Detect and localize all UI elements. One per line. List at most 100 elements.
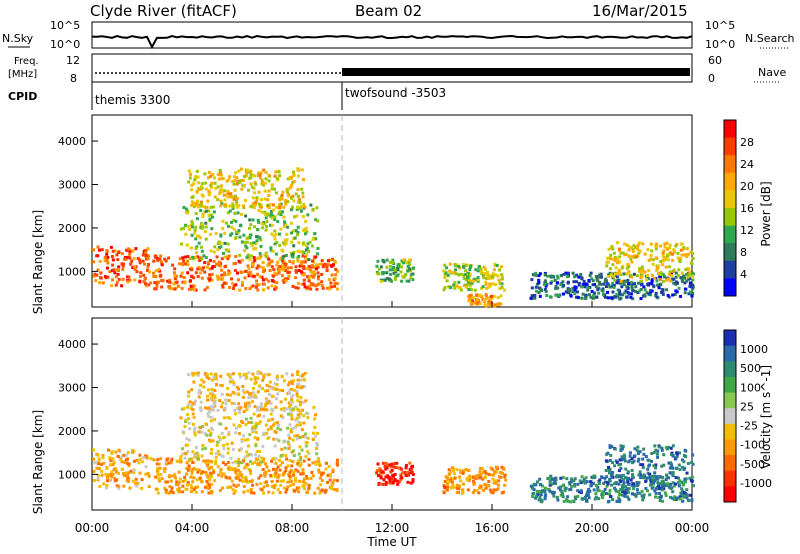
data-cell [196,456,199,460]
data-cell [543,273,547,277]
data-cell [229,393,233,397]
data-cell [334,273,338,277]
data-cell [181,490,185,494]
data-cell [651,258,655,262]
data-cell [655,279,659,283]
data-cell [270,209,273,213]
data-cell [299,374,303,378]
data-cell [231,282,235,286]
data-cell [215,255,219,259]
data-cell [271,491,275,495]
data-cell [486,484,490,488]
data-cell [189,284,193,288]
data-cell [313,425,317,429]
data-cell [265,255,268,259]
data-cell [571,290,575,294]
data-cell [599,282,603,286]
data-cell [559,493,563,497]
data-cell [219,264,223,268]
data-cell [656,477,660,481]
data-cell [189,279,192,283]
data-cell [690,261,694,265]
cpid-mode-twofsound: twofsound -3503 [345,86,446,100]
data-cell [165,458,169,462]
data-cell [177,490,181,494]
data-cell [222,416,226,420]
data-cell [294,276,298,280]
data-cell [690,461,694,464]
data-cell [228,271,232,275]
data-cell [239,270,243,274]
data-cell [378,467,382,471]
data-cell [488,488,492,492]
data-cell [207,438,211,442]
data-cell [220,384,224,388]
data-cell [167,491,171,495]
data-cell [196,373,200,377]
data-cell [260,275,264,279]
data-cell [291,284,295,288]
data-cell [252,241,256,245]
data-cell [461,482,465,486]
data-cell [210,266,214,270]
data-cell [297,420,301,424]
data-cell [660,464,664,468]
data-cell [635,255,639,259]
data-cell [129,262,133,266]
data-cell [248,433,252,437]
data-cell [644,479,648,483]
data-cell [249,242,253,245]
data-cell [450,480,454,484]
data-cell [267,279,271,283]
data-cell [681,499,685,503]
data-cell [443,485,447,489]
data-cell [219,204,223,208]
data-cell [194,237,198,241]
data-cell [488,284,492,288]
data-cell [191,255,195,259]
data-cell [670,277,674,281]
data-cell [650,480,654,484]
data-cell [185,243,189,247]
data-cell [284,202,288,206]
data-cell [217,435,221,439]
data-cell [183,478,187,482]
data-cell [244,287,248,291]
data-cell [259,238,263,242]
data-cell [234,485,238,488]
data-cell [199,267,203,271]
data-cell [384,482,388,486]
data-cell [127,471,131,475]
data-cell [455,284,459,288]
data-cell [283,446,287,450]
nsky-frame [91,21,693,49]
data-cell [161,279,165,283]
data-cell [385,258,389,262]
data-cell [587,487,591,491]
data-cell [611,498,615,502]
data-cell [186,450,190,454]
data-cell [682,246,686,249]
data-cell [532,488,536,492]
data-cell [544,279,547,283]
data-cell [480,271,484,275]
data-cell [635,274,639,278]
data-cell [206,373,209,377]
data-cell [567,280,570,284]
data-cell [610,483,614,487]
data-cell [126,451,130,455]
data-cell [298,435,302,439]
data-cell [251,483,255,487]
data-cell [199,202,203,206]
data-cell [577,281,581,285]
data-cell [236,407,240,410]
data-cell [219,184,223,188]
data-cell [208,267,212,271]
data-cell [316,277,320,281]
data-cell [190,268,194,272]
data-cell [450,466,454,470]
data-cell [222,408,226,412]
data-cell [222,443,226,447]
data-cell [148,270,152,274]
data-cell [539,500,543,504]
